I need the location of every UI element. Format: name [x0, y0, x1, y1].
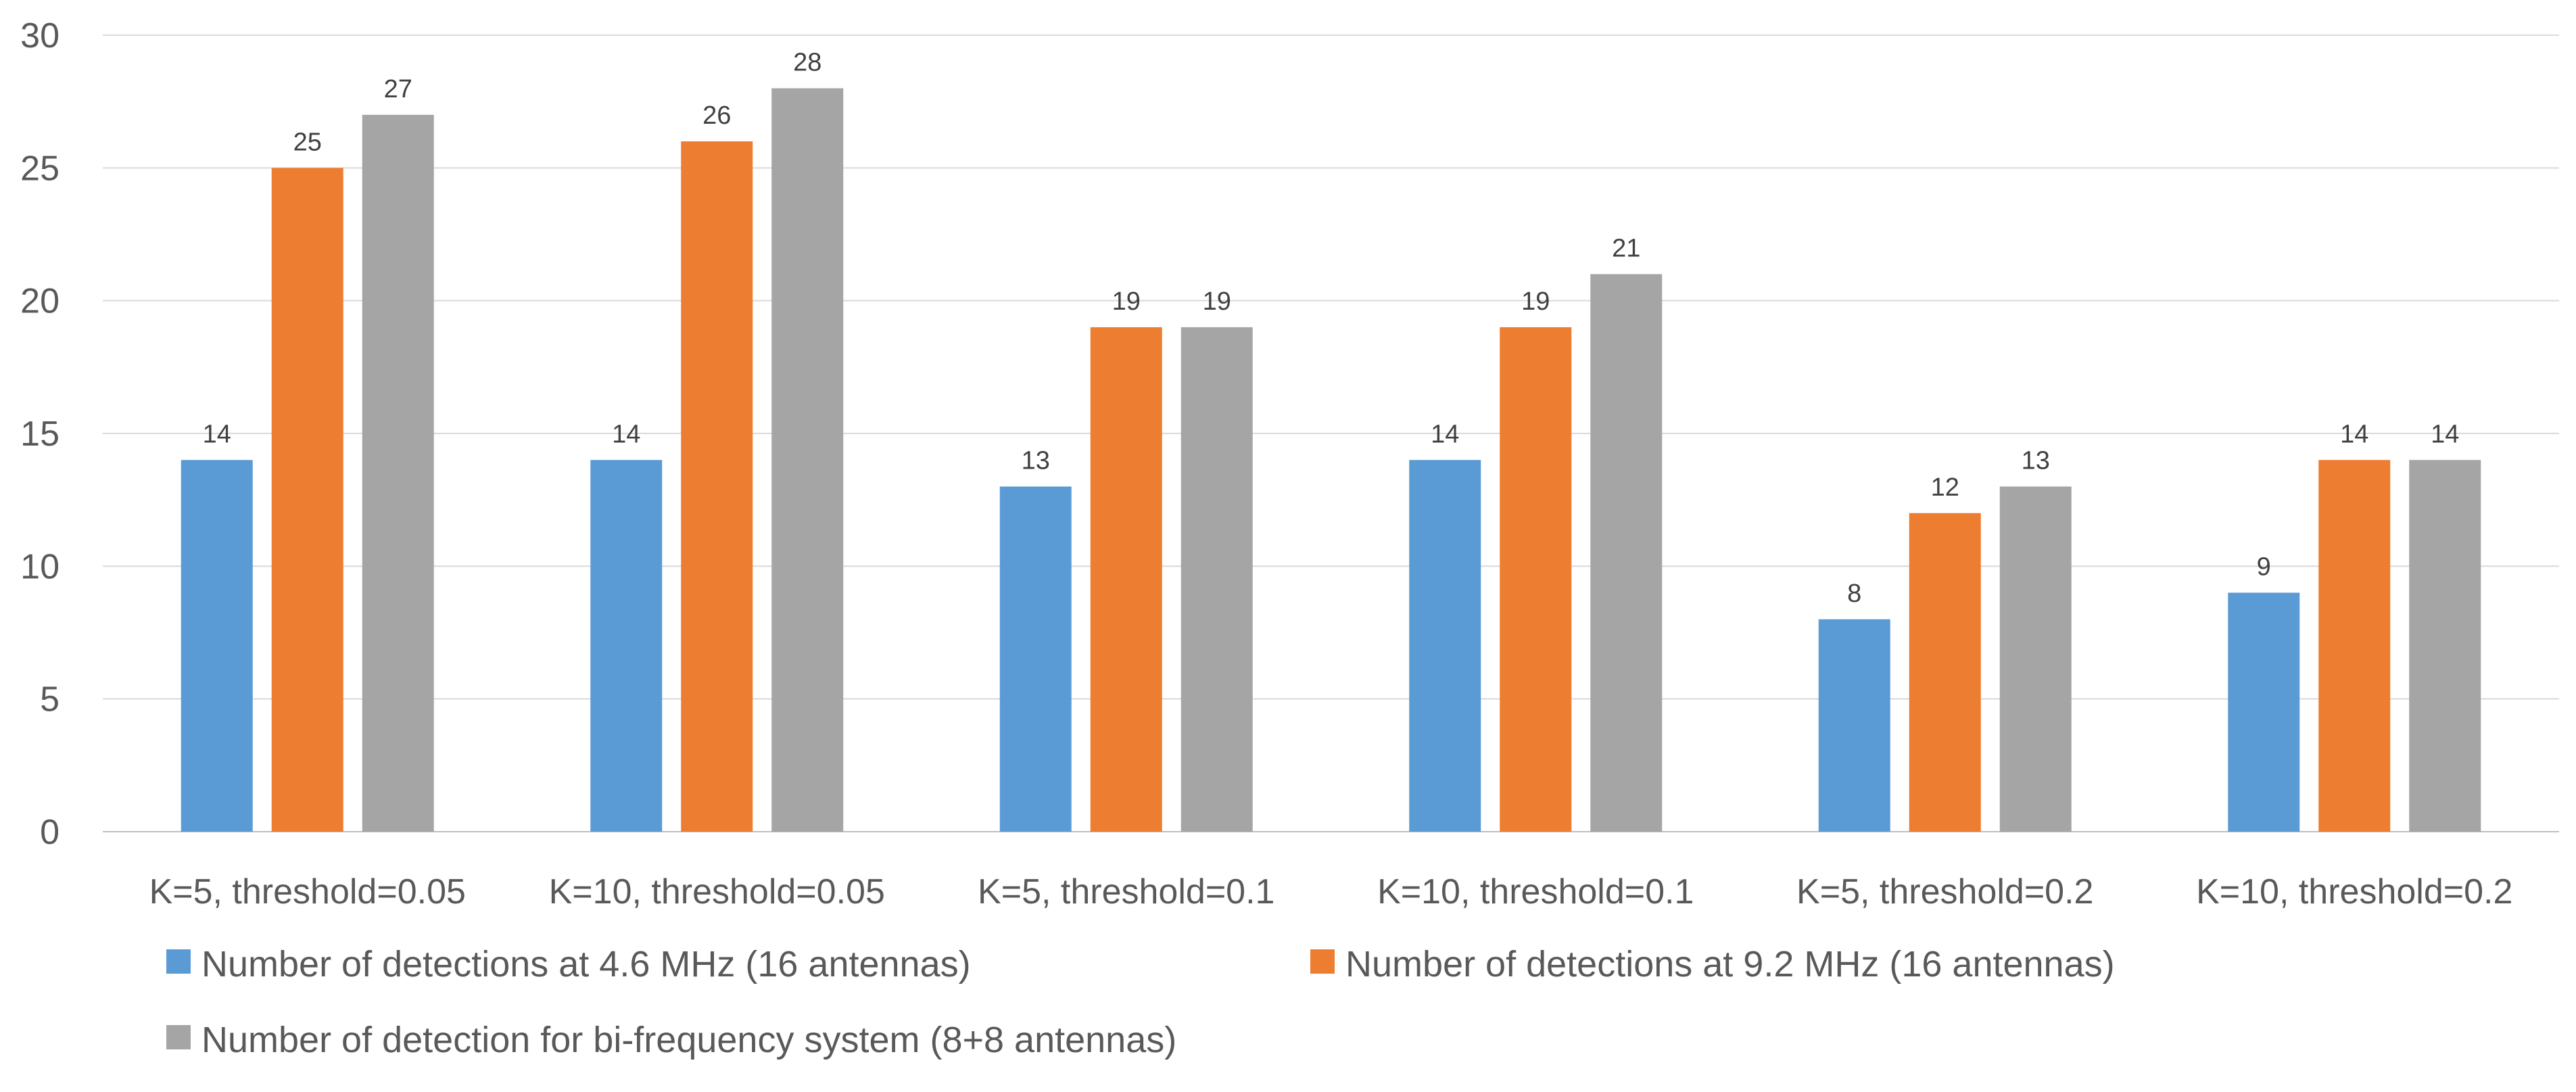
y-tick-label: 0: [40, 813, 59, 852]
data-label: 26: [702, 101, 731, 130]
data-label: 19: [1112, 287, 1141, 316]
bar-series1-cat6: [2228, 592, 2300, 832]
data-label: 25: [293, 128, 322, 156]
bar-series1-cat1: [181, 460, 253, 832]
bar-series2-cat4: [1500, 327, 1572, 832]
data-label: 21: [1612, 234, 1640, 262]
category-label: K=10, threshold=0.2: [2196, 872, 2512, 911]
bar-series1-cat4: [1409, 460, 1481, 832]
bar-series1-cat5: [1818, 619, 1890, 832]
bars: [181, 88, 2481, 832]
legend-swatch: [166, 1025, 191, 1049]
data-label: 12: [1931, 473, 1959, 502]
data-label: 14: [2431, 420, 2459, 448]
data-label: 27: [384, 75, 412, 103]
legend-item-2: Number of detections at 9.2 MHz (16 ante…: [1310, 944, 2115, 984]
data-label: 8: [1847, 579, 1861, 608]
y-tick-label: 10: [20, 547, 59, 586]
data-labels: 14 25 27 14 26 28 13 19 19 14 19 21 8 12 13 9 14 14: [203, 49, 2460, 608]
bar-series2-cat3: [1090, 327, 1162, 832]
data-label: 14: [1431, 420, 1459, 448]
legend-label: Number of detections at 4.6 MHz (16 ante…: [201, 944, 971, 984]
legend-item-3: Number of detection for bi-frequency sys…: [166, 1020, 1176, 1060]
legend-item-1: Number of detections at 4.6 MHz (16 ante…: [166, 944, 971, 984]
legend-label: Number of detections at 9.2 MHz (16 ante…: [1345, 944, 2115, 984]
data-label: 14: [2340, 420, 2368, 448]
bar-series3-cat3: [1180, 327, 1253, 832]
category-label: K=5, threshold=0.2: [1796, 872, 2093, 911]
gridlines: [103, 34, 2559, 832]
data-label: 13: [1022, 447, 1050, 475]
legend-swatch: [166, 949, 191, 974]
data-label: 28: [793, 49, 821, 77]
data-label: 14: [612, 420, 640, 448]
category-label: K=10, threshold=0.1: [1377, 872, 1694, 911]
legend-label: Number of detection for bi-frequency sys…: [201, 1020, 1176, 1060]
legend-swatch: [1310, 949, 1335, 974]
data-label: 9: [2257, 553, 2271, 581]
bar-series1-cat3: [999, 486, 1072, 832]
y-tick-label: 30: [20, 16, 59, 55]
y-tick-label: 15: [20, 414, 59, 454]
bar-series2-cat6: [2318, 460, 2391, 832]
y-axis-ticks: 0 5 10 15 20 25 30: [20, 16, 59, 852]
category-label: K=5, threshold=0.1: [978, 872, 1274, 911]
legend: Number of detections at 4.6 MHz (16 ante…: [166, 944, 2115, 1060]
data-label: 14: [203, 420, 231, 448]
bar-series3-cat4: [1590, 274, 1663, 832]
bar-series2-cat2: [681, 141, 753, 832]
y-tick-label: 20: [20, 282, 59, 321]
bar-series3-cat6: [2409, 460, 2481, 832]
data-label: 19: [1203, 287, 1231, 316]
bar-series3-cat1: [362, 114, 434, 832]
bar-series3-cat2: [771, 88, 844, 832]
bar-series3-cat5: [1999, 486, 2072, 832]
bar-series2-cat5: [1909, 513, 1981, 832]
category-label: K=5, threshold=0.05: [149, 872, 466, 911]
bar-series2-cat1: [271, 168, 343, 832]
data-label: 19: [1521, 287, 1550, 316]
category-label: K=10, threshold=0.05: [549, 872, 885, 911]
data-label: 13: [2022, 447, 2050, 475]
y-tick-label: 5: [40, 680, 59, 719]
bar-series1-cat2: [590, 460, 663, 832]
x-axis-categories: K=5, threshold=0.05 K=10, threshold=0.05 K…: [149, 872, 2513, 911]
y-tick-label: 25: [20, 149, 59, 188]
